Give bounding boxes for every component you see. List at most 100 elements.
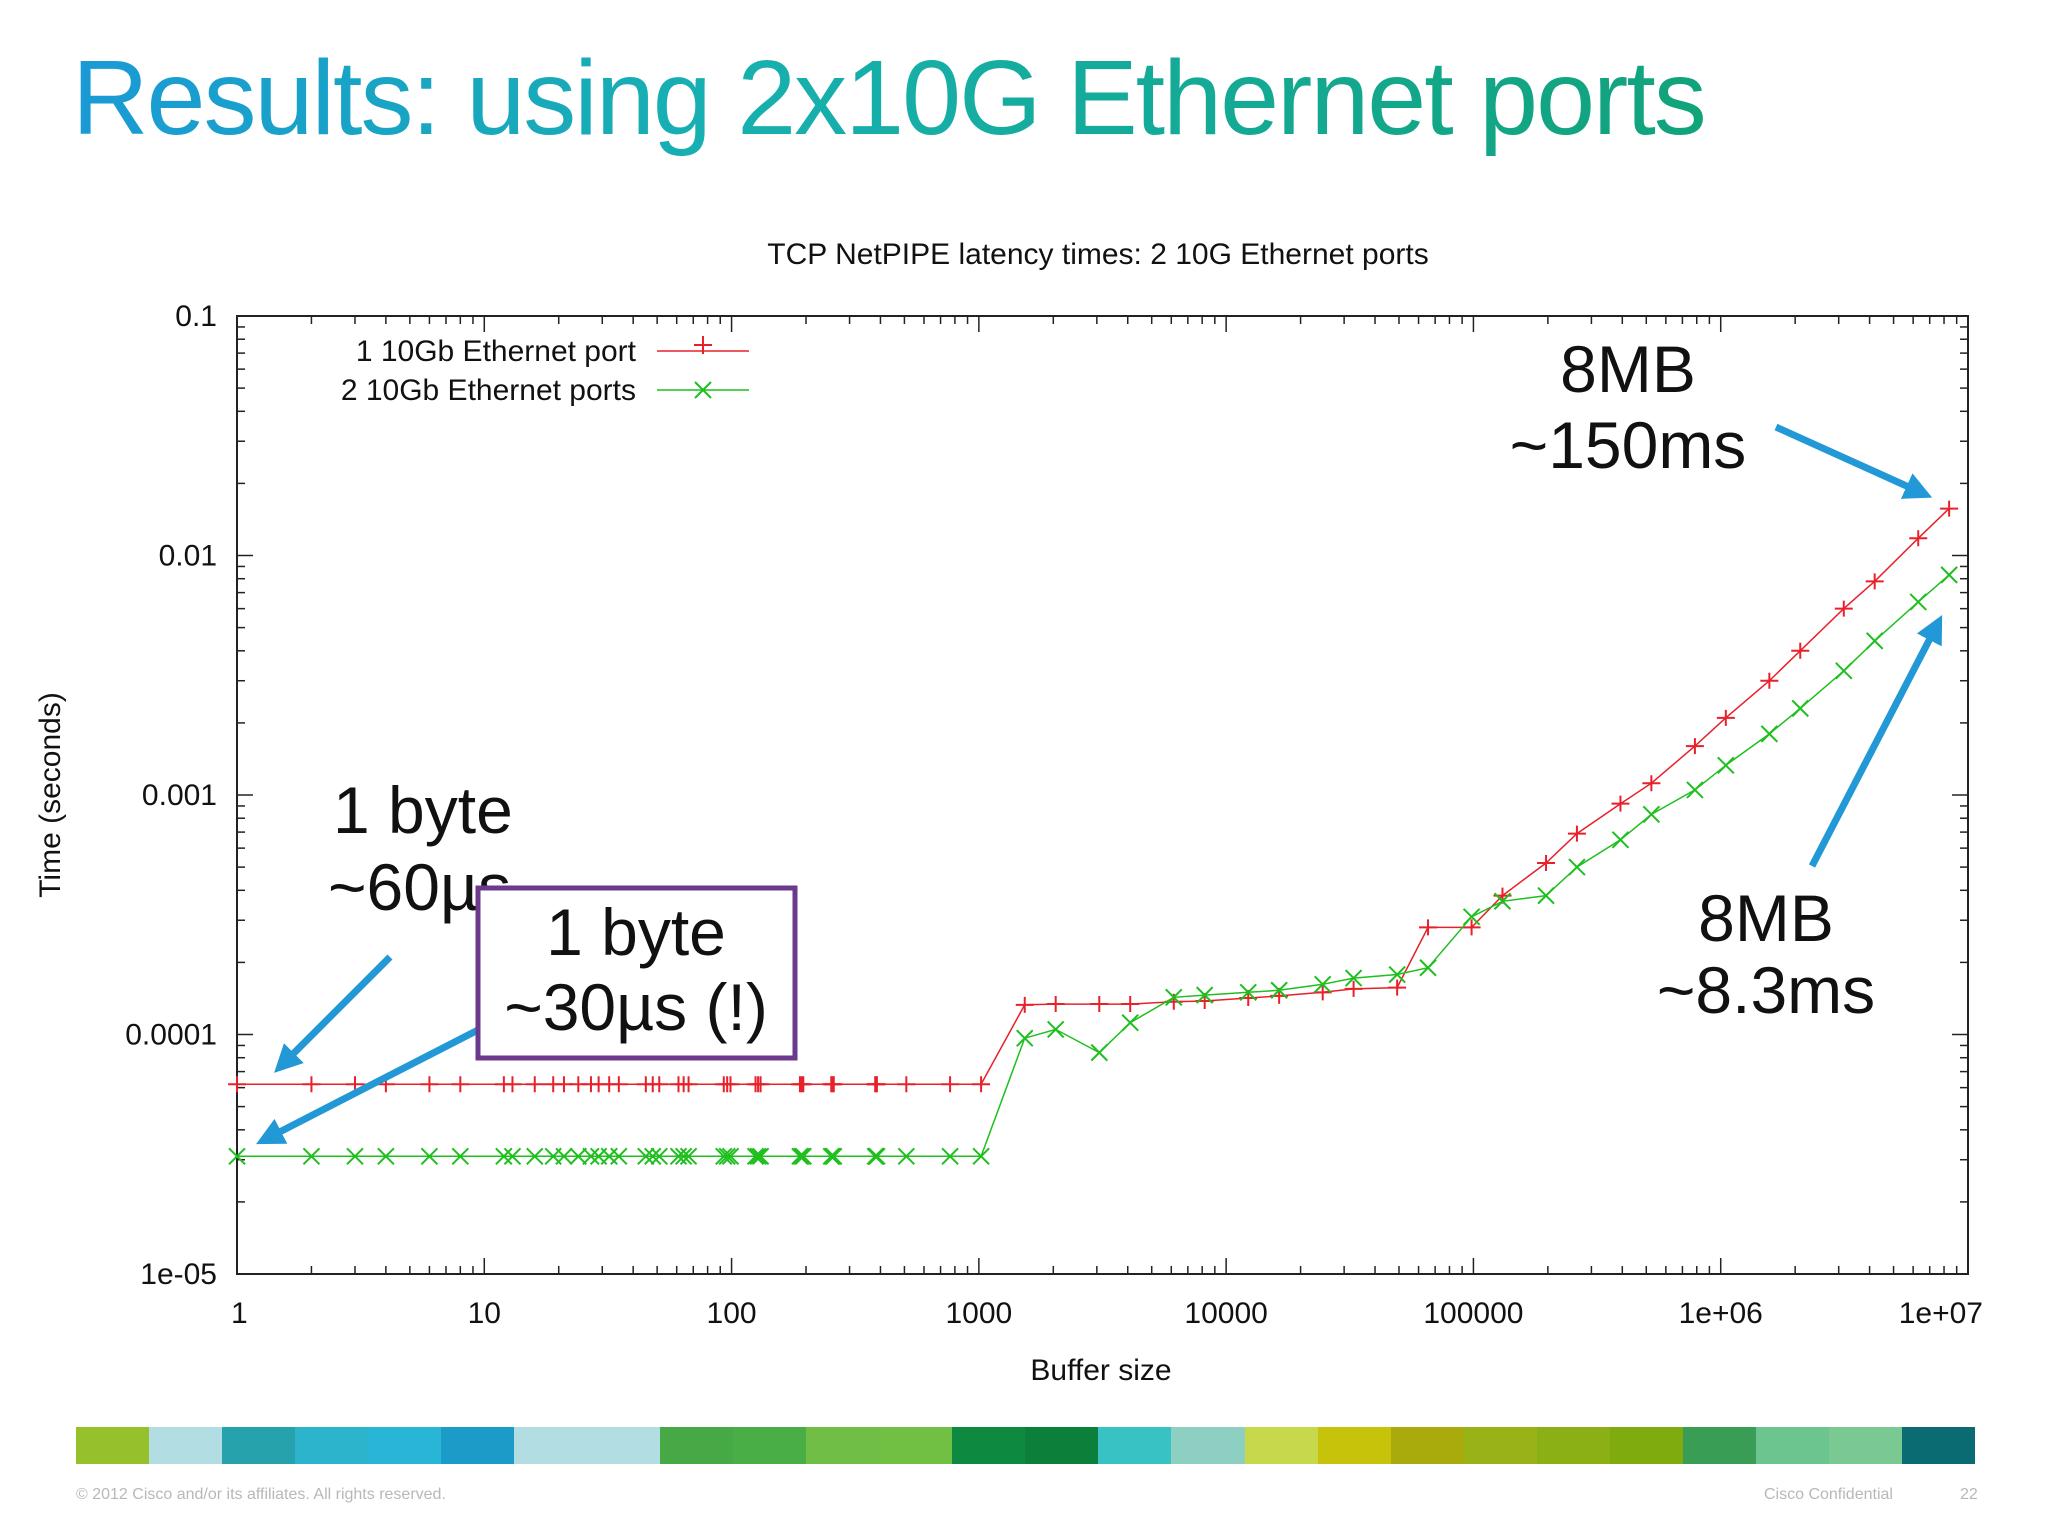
series-1-point: [1940, 500, 1959, 517]
color-bar-segment: [441, 1427, 515, 1464]
series-2-point: [746, 1147, 765, 1166]
series-1-point: [1419, 919, 1438, 936]
series-1-point: [1685, 738, 1704, 755]
series-1-point: [1760, 672, 1779, 689]
series-2-point: [1642, 805, 1661, 824]
series-1-point: [1865, 573, 1884, 590]
series-2-point: [1493, 892, 1512, 910]
series-2-point: [718, 1147, 736, 1166]
x-tick-label: 10: [468, 1297, 501, 1330]
series-2-point: [451, 1147, 470, 1166]
y-tick-label: 0.1: [175, 300, 217, 333]
series-2-point: [721, 1147, 740, 1166]
series-2-point: [1121, 1014, 1139, 1032]
decorative-color-bar: [76, 1427, 1975, 1464]
series-2-point: [1046, 1020, 1065, 1039]
annotation-4-arrow: [256, 1026, 480, 1145]
y-tick-label: 0.001: [142, 779, 217, 812]
series-2-point: [1195, 986, 1214, 1004]
series-1-point: [525, 1076, 544, 1093]
series-2-point: [751, 1147, 770, 1166]
series-2-point: [1239, 983, 1257, 1002]
color-bar-segment: [1828, 1427, 1902, 1464]
color-bar-segment: [1609, 1427, 1683, 1464]
series-1-point: [609, 1076, 628, 1093]
color-bar-segment: [1536, 1427, 1610, 1464]
series-2-point: [650, 1147, 668, 1166]
series-1-point: [972, 1076, 991, 1093]
series-1-point: [1642, 775, 1661, 792]
color-bar-segment: [660, 1427, 734, 1464]
color-bar-segment: [952, 1427, 1026, 1464]
series-2-point: [495, 1147, 513, 1166]
x-tick-label: 1e+06: [1679, 1297, 1763, 1330]
annotation-1byte-dual-box: 1 byte ~30µs (!): [475, 885, 798, 1061]
series-2-point: [377, 1147, 395, 1166]
series-2-point: [582, 1147, 600, 1166]
highlight-box: [475, 885, 798, 1061]
series-2-point: [1462, 908, 1481, 926]
x-tick-label: 100000: [1423, 1297, 1523, 1330]
x-tick-label: 10000: [1184, 1297, 1267, 1330]
series-2-point: [1537, 886, 1555, 905]
series-2-point: [346, 1147, 364, 1166]
series-1-point: [867, 1076, 886, 1093]
color-bar-segment: [1025, 1427, 1099, 1464]
copyright-text: © 2012 Cisco and/or its affiliates. All …: [76, 1486, 446, 1503]
annotation-1-arrow: [1774, 423, 1933, 499]
annotation-2-line1: 8MB: [1698, 881, 1834, 955]
series-2-point: [1165, 988, 1183, 1007]
annotation-2-line2: ~8.3ms: [1657, 953, 1875, 1027]
color-bar-segment: [1901, 1427, 1975, 1464]
series-2-point: [972, 1147, 990, 1166]
annotation-8mb-dual: 8MB ~8.3ms: [1657, 615, 1943, 1027]
series-2-point: [420, 1147, 439, 1166]
series-2-point: [1016, 1029, 1034, 1047]
series-1-point: [1537, 855, 1556, 872]
color-bar-segment: [514, 1427, 588, 1464]
color-bar-segment: [1317, 1427, 1391, 1464]
series-1-point: [1567, 825, 1586, 842]
series-1-point: [679, 1076, 698, 1093]
series-2-point: [1760, 725, 1779, 743]
annotation-4-line2: ~30µs (!): [504, 970, 768, 1044]
series-1-point: [228, 1076, 246, 1093]
series-2-point: [1835, 662, 1853, 680]
series-2-point: [1090, 1043, 1108, 1062]
page-number: 22: [1960, 1486, 1978, 1503]
series-1-point: [721, 1076, 740, 1093]
series-2-point: [1419, 959, 1437, 977]
color-bar-segment: [806, 1427, 880, 1464]
series-2-point: [610, 1147, 628, 1166]
series-1-point: [824, 1076, 843, 1093]
series-1-point: [650, 1076, 669, 1093]
series-1-point: [794, 1076, 813, 1093]
series-2-point: [644, 1147, 662, 1166]
series-2-point: [749, 1147, 767, 1166]
series-2-point: [228, 1147, 246, 1166]
series-2-point: [941, 1147, 959, 1166]
series-1-point: [1046, 996, 1065, 1013]
y-axis-label: Time (seconds): [34, 692, 67, 898]
series-1-point: [1716, 709, 1735, 726]
series-2-point: [679, 1147, 698, 1166]
series-2-point: [302, 1147, 321, 1166]
annotation-3-line1: 1 byte: [333, 773, 513, 847]
color-bar-segment: [295, 1427, 369, 1464]
annotation-1-line1: 8MB: [1560, 332, 1696, 406]
series-2-point: [715, 1147, 733, 1166]
legend-label-1: 1 10Gb Ethernet port: [356, 335, 637, 368]
series-1-point: [897, 1076, 916, 1093]
y-tick-label: 0.01: [159, 540, 217, 573]
chart-title: TCP NetPIPE latency times: 2 10G Etherne…: [767, 238, 1428, 271]
series-1-point: [451, 1076, 470, 1093]
series-2-point: [674, 1147, 693, 1166]
series-1-point: [1611, 795, 1630, 812]
color-bar-segment: [1682, 1427, 1756, 1464]
annotation-8mb-single: 8MB ~150ms: [1510, 332, 1933, 499]
legend-marker-1: [694, 336, 712, 354]
color-bar-segment: [879, 1427, 953, 1464]
slide-title: Results: using 2x10G Ethernet ports: [72, 38, 1707, 160]
color-bar-segment: [587, 1427, 661, 1464]
series-2-point: [794, 1147, 813, 1166]
